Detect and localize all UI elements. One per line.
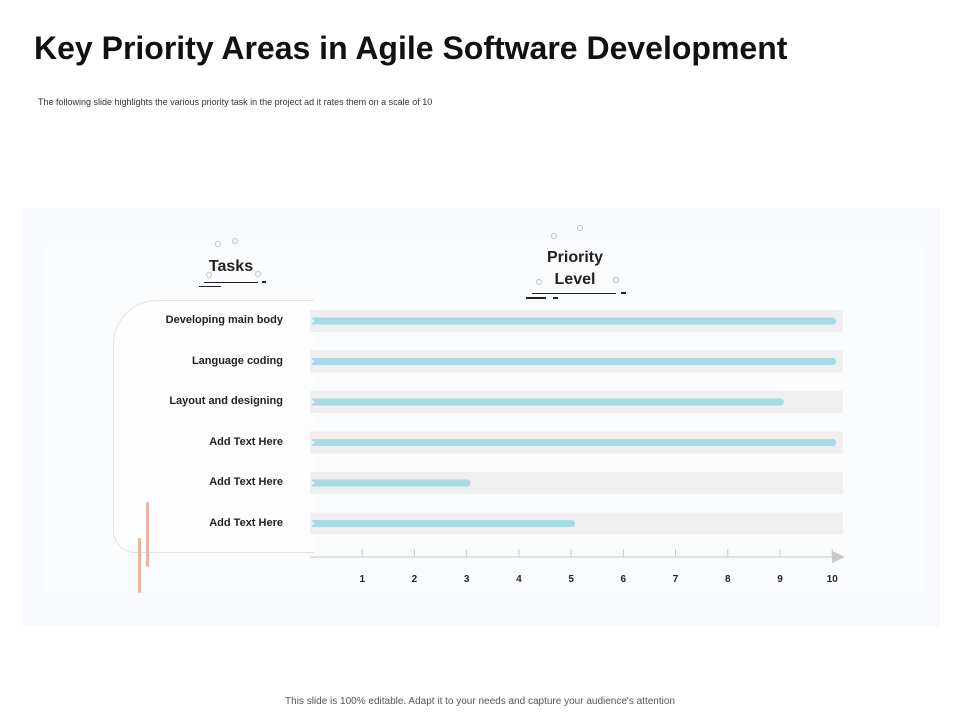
slide-title: Key Priority Areas in Agile Software Dev…: [34, 30, 788, 66]
priority-bar: [310, 317, 837, 325]
x-tick-label: 1: [359, 574, 365, 585]
slide-subtitle: The following slide highlights the vario…: [38, 97, 433, 107]
x-tick-label: 9: [777, 574, 783, 585]
priority-header-dot: [553, 297, 558, 299]
task-label: Language coding: [191, 354, 283, 367]
priority-level-header: Priority Level: [546, 249, 603, 288]
priority-bar: [310, 358, 837, 365]
bar-notch: [310, 358, 315, 365]
priority-bar: [310, 398, 784, 406]
decor-dot: [551, 233, 557, 239]
task-label: Add Text Here: [209, 516, 283, 529]
decor-dot: [536, 279, 542, 285]
tasks-header-dash: [262, 281, 266, 283]
x-tick-label: 4: [516, 574, 522, 585]
decor-dot: [255, 271, 261, 277]
priority-header-dash: [621, 292, 626, 294]
task-label: Add Text Here: [209, 435, 283, 448]
task-label: Developing main body: [165, 314, 283, 326]
x-tick-label: 3: [464, 574, 470, 585]
tasks-header-underline: [204, 282, 258, 283]
x-tick-label: 6: [621, 574, 627, 585]
priority-header-underline: [532, 293, 616, 294]
x-tick-label: 5: [568, 574, 574, 585]
bar-notch: [310, 439, 315, 446]
bar-track: [310, 472, 843, 494]
decor-dot: [206, 272, 212, 278]
decor-dot: [232, 238, 238, 244]
priority-bar: [310, 479, 471, 487]
bar-notch: [310, 317, 315, 325]
task-label: Layout and designing: [169, 395, 283, 407]
decor-dot: [577, 225, 583, 231]
bar-notch: [310, 398, 315, 406]
task-label: Add Text Here: [209, 476, 283, 488]
x-axis-arrow: [832, 551, 845, 563]
x-tick-label: 8: [725, 574, 731, 585]
priority-bar: [310, 520, 576, 527]
bar-track: [310, 512, 843, 535]
tasks-header-underline-short: [199, 286, 221, 287]
x-tick-label: 10: [827, 574, 839, 585]
tasks-header: Tasks: [208, 258, 254, 275]
x-tick-label: 2: [412, 574, 418, 585]
decor-dot: [215, 241, 221, 247]
decor-dot: [613, 277, 619, 283]
decor-line: [138, 538, 141, 593]
x-tick-label: 7: [673, 574, 679, 585]
bar-notch: [310, 520, 315, 527]
slide-footer: This slide is 100% editable. Adapt it to…: [285, 696, 675, 707]
priority-bar: [310, 439, 837, 446]
bar-notch: [310, 479, 315, 487]
priority-header-underline-short: [526, 297, 546, 299]
decor-line: [146, 502, 149, 567]
